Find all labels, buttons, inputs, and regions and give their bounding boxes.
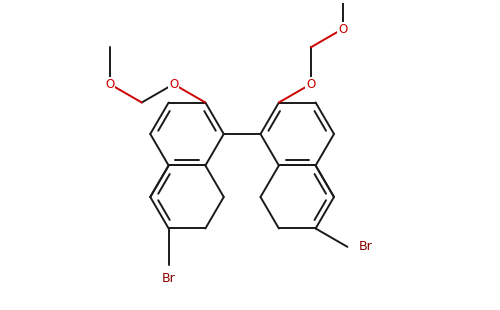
Text: O: O: [169, 78, 178, 91]
Text: Br: Br: [359, 240, 372, 253]
Text: Br: Br: [162, 272, 175, 285]
Text: O: O: [106, 78, 114, 91]
Text: O: O: [306, 78, 316, 91]
Text: O: O: [338, 23, 347, 36]
